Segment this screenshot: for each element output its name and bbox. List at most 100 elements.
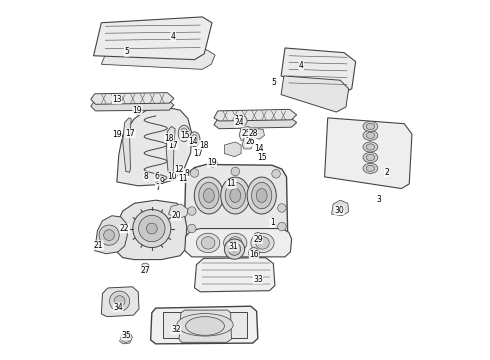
Text: 16: 16	[249, 250, 259, 259]
Ellipse shape	[114, 296, 125, 307]
Text: 18: 18	[199, 140, 208, 149]
Ellipse shape	[99, 225, 119, 245]
Ellipse shape	[366, 165, 375, 171]
Ellipse shape	[121, 333, 131, 342]
Ellipse shape	[366, 144, 375, 150]
Ellipse shape	[251, 233, 274, 253]
Ellipse shape	[109, 291, 130, 311]
Text: 29: 29	[253, 234, 263, 243]
Text: 4: 4	[299, 61, 304, 70]
Ellipse shape	[363, 121, 378, 131]
Polygon shape	[179, 310, 231, 342]
Text: 33: 33	[253, 275, 263, 284]
Ellipse shape	[139, 215, 165, 242]
Ellipse shape	[363, 130, 378, 140]
Ellipse shape	[363, 142, 378, 152]
Ellipse shape	[188, 207, 196, 215]
Ellipse shape	[178, 125, 190, 141]
Ellipse shape	[238, 116, 247, 126]
Ellipse shape	[278, 222, 286, 231]
Ellipse shape	[147, 223, 157, 234]
Ellipse shape	[366, 123, 375, 130]
Text: 5: 5	[271, 78, 276, 87]
Text: 30: 30	[335, 206, 344, 215]
Polygon shape	[324, 118, 412, 189]
Ellipse shape	[256, 237, 270, 249]
Text: 11: 11	[178, 174, 188, 183]
Ellipse shape	[224, 239, 245, 259]
Text: 17: 17	[125, 129, 135, 138]
Text: 19: 19	[133, 105, 142, 114]
Text: 27: 27	[141, 266, 150, 275]
Polygon shape	[91, 93, 174, 104]
Polygon shape	[254, 129, 265, 139]
Polygon shape	[120, 332, 132, 344]
Polygon shape	[94, 17, 212, 60]
Polygon shape	[184, 165, 288, 244]
Polygon shape	[214, 109, 296, 121]
Text: 20: 20	[172, 211, 181, 220]
Text: 15: 15	[257, 153, 267, 162]
Text: 8: 8	[184, 168, 189, 177]
Text: 7: 7	[155, 183, 160, 192]
Polygon shape	[150, 306, 258, 344]
Ellipse shape	[363, 152, 378, 162]
Text: 13: 13	[234, 115, 244, 124]
Ellipse shape	[195, 177, 223, 214]
Polygon shape	[281, 76, 349, 112]
Ellipse shape	[231, 167, 240, 176]
Text: 17: 17	[169, 140, 178, 149]
Text: 1: 1	[270, 218, 274, 227]
Text: 4: 4	[171, 32, 175, 41]
Ellipse shape	[232, 246, 237, 252]
Text: 17: 17	[194, 149, 203, 158]
Ellipse shape	[196, 233, 220, 253]
Ellipse shape	[230, 189, 241, 203]
Text: 19: 19	[207, 158, 217, 167]
Text: 11: 11	[227, 179, 236, 188]
Ellipse shape	[104, 230, 115, 240]
Ellipse shape	[253, 233, 263, 242]
Text: 35: 35	[121, 331, 131, 340]
Ellipse shape	[366, 132, 375, 139]
Text: 12: 12	[174, 165, 184, 174]
Polygon shape	[122, 118, 131, 172]
Polygon shape	[281, 48, 356, 95]
Ellipse shape	[278, 204, 286, 212]
Text: 10: 10	[168, 172, 177, 181]
Ellipse shape	[180, 128, 188, 139]
Ellipse shape	[228, 237, 242, 249]
Polygon shape	[239, 126, 251, 140]
Ellipse shape	[228, 243, 241, 255]
Text: 9: 9	[159, 177, 164, 186]
Polygon shape	[214, 117, 296, 129]
Text: 15: 15	[180, 131, 190, 140]
Text: 19: 19	[112, 130, 122, 139]
Text: 32: 32	[172, 325, 181, 334]
Polygon shape	[91, 99, 174, 111]
Text: 25: 25	[242, 129, 251, 138]
Ellipse shape	[251, 182, 272, 209]
Polygon shape	[195, 258, 275, 292]
Text: 24: 24	[234, 118, 244, 127]
FancyBboxPatch shape	[164, 312, 247, 338]
Ellipse shape	[220, 177, 250, 214]
Polygon shape	[242, 137, 254, 149]
Ellipse shape	[272, 170, 280, 178]
Polygon shape	[95, 216, 127, 254]
Text: 2: 2	[384, 168, 389, 177]
Ellipse shape	[199, 182, 219, 209]
Polygon shape	[117, 107, 192, 186]
Polygon shape	[101, 50, 215, 69]
Text: 34: 34	[113, 303, 123, 312]
Ellipse shape	[256, 189, 267, 203]
Polygon shape	[185, 229, 292, 257]
Ellipse shape	[247, 177, 276, 214]
Ellipse shape	[141, 263, 149, 272]
Ellipse shape	[223, 233, 247, 253]
Ellipse shape	[201, 237, 215, 249]
Ellipse shape	[133, 210, 171, 248]
Ellipse shape	[248, 248, 259, 258]
Text: 31: 31	[228, 242, 238, 251]
Ellipse shape	[366, 154, 375, 161]
